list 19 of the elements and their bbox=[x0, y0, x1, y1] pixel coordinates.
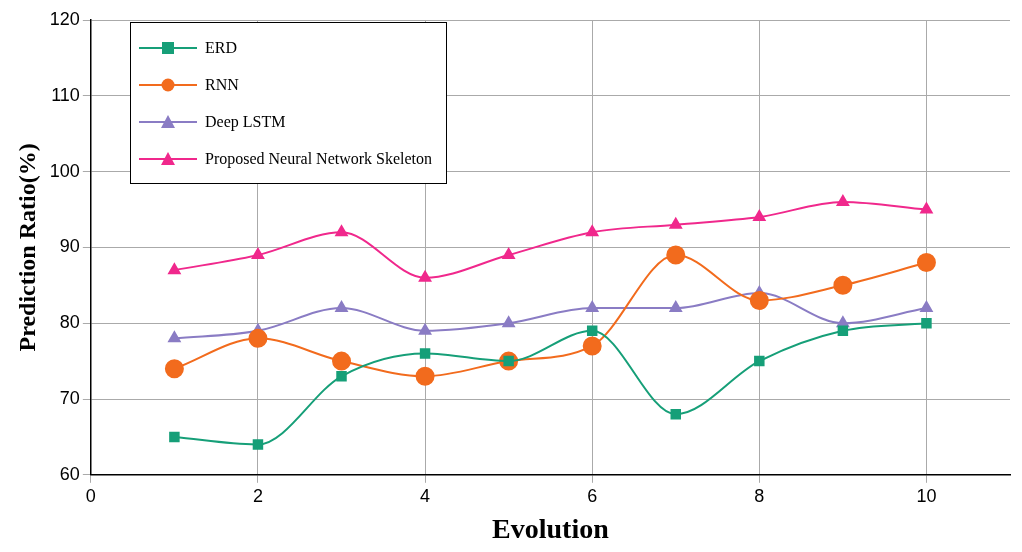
y-tick-label: 100 bbox=[49, 160, 80, 181]
x-tick-label: 0 bbox=[85, 485, 96, 506]
y-tick-label: 120 bbox=[49, 8, 80, 29]
x-tick-label: 6 bbox=[587, 485, 598, 506]
y-tick-label: 90 bbox=[59, 236, 80, 257]
y-axis-title: Prediction Ratio(%) bbox=[13, 143, 40, 352]
x-tick-label: 8 bbox=[754, 485, 765, 506]
y-tick-label: 70 bbox=[59, 387, 80, 408]
x-tick-label: 4 bbox=[420, 485, 431, 506]
y-tick-label: 60 bbox=[59, 463, 80, 484]
x-tick-label: 10 bbox=[916, 485, 937, 506]
x-axis-title: Evolution bbox=[492, 513, 610, 545]
y-tick-label: 110 bbox=[51, 84, 80, 105]
legend-label: RNN bbox=[205, 75, 239, 94]
legend-label: Deep LSTM bbox=[205, 112, 286, 131]
y-tick-label: 80 bbox=[59, 312, 80, 333]
x-tick-label: 2 bbox=[252, 485, 263, 506]
legend-label: ERD bbox=[205, 38, 237, 57]
legend-label: Proposed Neural Network Skeleton bbox=[205, 149, 433, 168]
